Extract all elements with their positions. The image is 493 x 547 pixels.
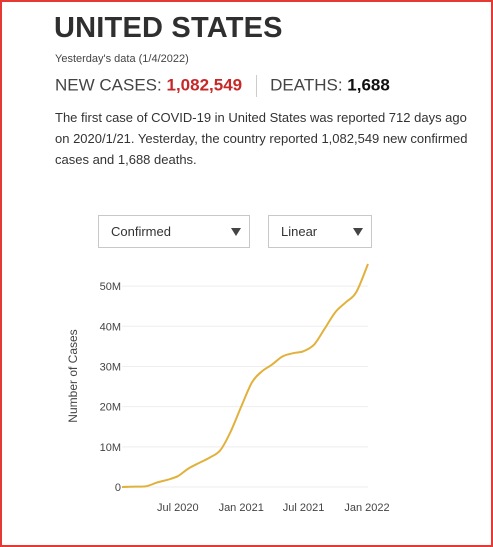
x-tick-label: Jul 2021 [283, 502, 325, 514]
deaths-label: DEATHS: [270, 75, 343, 95]
deaths-value: 1,688 [347, 75, 390, 95]
y-tick-label: 10M [100, 442, 121, 454]
country-title: UNITED STATES [54, 12, 283, 44]
x-tick-label: Jan 2021 [219, 502, 264, 514]
scale-select[interactable]: Linear [268, 215, 372, 248]
metric-select-value: Confirmed [111, 224, 171, 239]
y-axis-label: Number of Cases [66, 329, 80, 422]
y-tick-label: 0 [115, 482, 121, 494]
stats-row: NEW CASES: 1,082,549 DEATHS: 1,688 [55, 75, 390, 97]
x-tick-label: Jan 2022 [344, 502, 389, 514]
y-axis-ticks: 0 10M 20M 30M 40M 50M [100, 281, 121, 494]
metric-select[interactable]: Confirmed [98, 215, 250, 248]
summary-text: The first case of COVID-19 in United Sta… [55, 110, 468, 167]
y-tick-label: 30M [100, 361, 121, 373]
stats-divider [256, 75, 258, 97]
x-tick-label: Jul 2020 [157, 502, 199, 514]
x-axis-ticks: Jul 2020 Jan 2021 Jul 2021 Jan 2022 [157, 502, 390, 514]
caret-down-icon [353, 228, 363, 236]
new-cases-value: 1,082,549 [166, 75, 243, 95]
y-tick-label: 50M [100, 281, 121, 293]
new-cases-label: NEW CASES: [55, 75, 162, 95]
chart-gridlines [122, 285, 368, 488]
confirmed-cases-line [121, 263, 369, 488]
data-date: Yesterday's data (1/4/2022) [55, 53, 189, 65]
y-tick-label: 40M [100, 321, 121, 333]
scale-select-value: Linear [281, 224, 318, 239]
y-tick-label: 20M [100, 402, 121, 414]
caret-down-icon [231, 228, 241, 236]
